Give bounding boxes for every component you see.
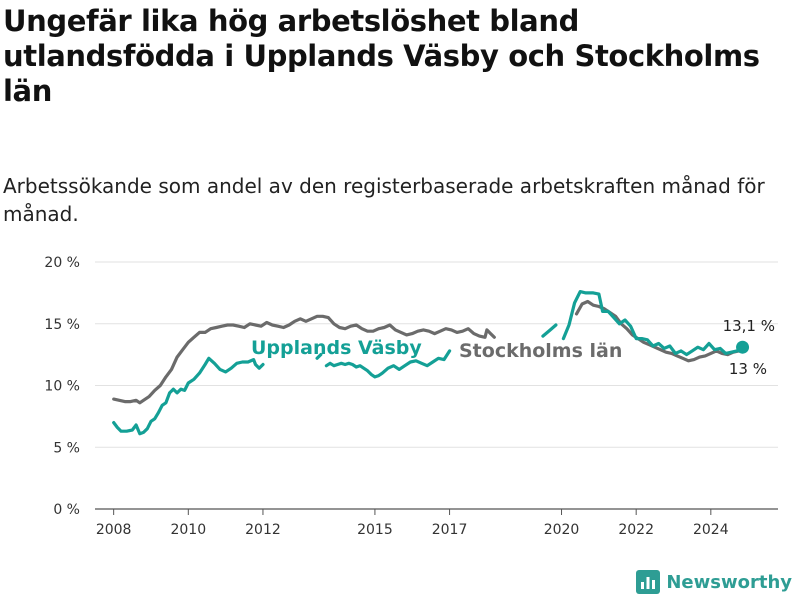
x-tick-label: 2017 xyxy=(432,522,468,538)
y-tick-label: 5 % xyxy=(53,440,80,456)
series-label-upplands-vasby: Upplands Väsby xyxy=(251,337,422,359)
y-tick-label: 0 % xyxy=(53,502,80,518)
x-tick-label: 2024 xyxy=(693,522,729,538)
end-label-upplands-vasby: 13,1 % xyxy=(723,317,775,335)
newsworthy-logo: Newsworthy xyxy=(636,570,792,594)
series-line-stockholms-lan xyxy=(112,299,745,405)
end-label-stockholms-lan: 13 % xyxy=(729,360,767,378)
end-point-marker xyxy=(736,340,750,354)
y-tick-label: 15 % xyxy=(44,317,80,333)
brand-name: Newsworthy xyxy=(666,571,792,593)
chart-title: Ungefär lika hög arbetslöshet bland utla… xyxy=(3,4,760,108)
x-tick-label: 2022 xyxy=(618,522,654,538)
x-tick-label: 2012 xyxy=(245,522,281,538)
x-tick-label: 2020 xyxy=(544,522,580,538)
bar-chart-logo-icon xyxy=(636,570,661,594)
y-tick-label: 20 % xyxy=(44,255,80,271)
x-tick-label: 2008 xyxy=(96,522,132,538)
series-line-upplands-vasby xyxy=(112,290,745,436)
series-label-stockholms-lan: Stockholms län xyxy=(459,340,622,362)
chart-subtitle: Arbetssökande som andel av den registerb… xyxy=(3,174,765,226)
x-tick-label: 2015 xyxy=(357,522,393,538)
x-tick-label: 2010 xyxy=(170,522,206,538)
y-tick-label: 10 % xyxy=(44,379,80,395)
